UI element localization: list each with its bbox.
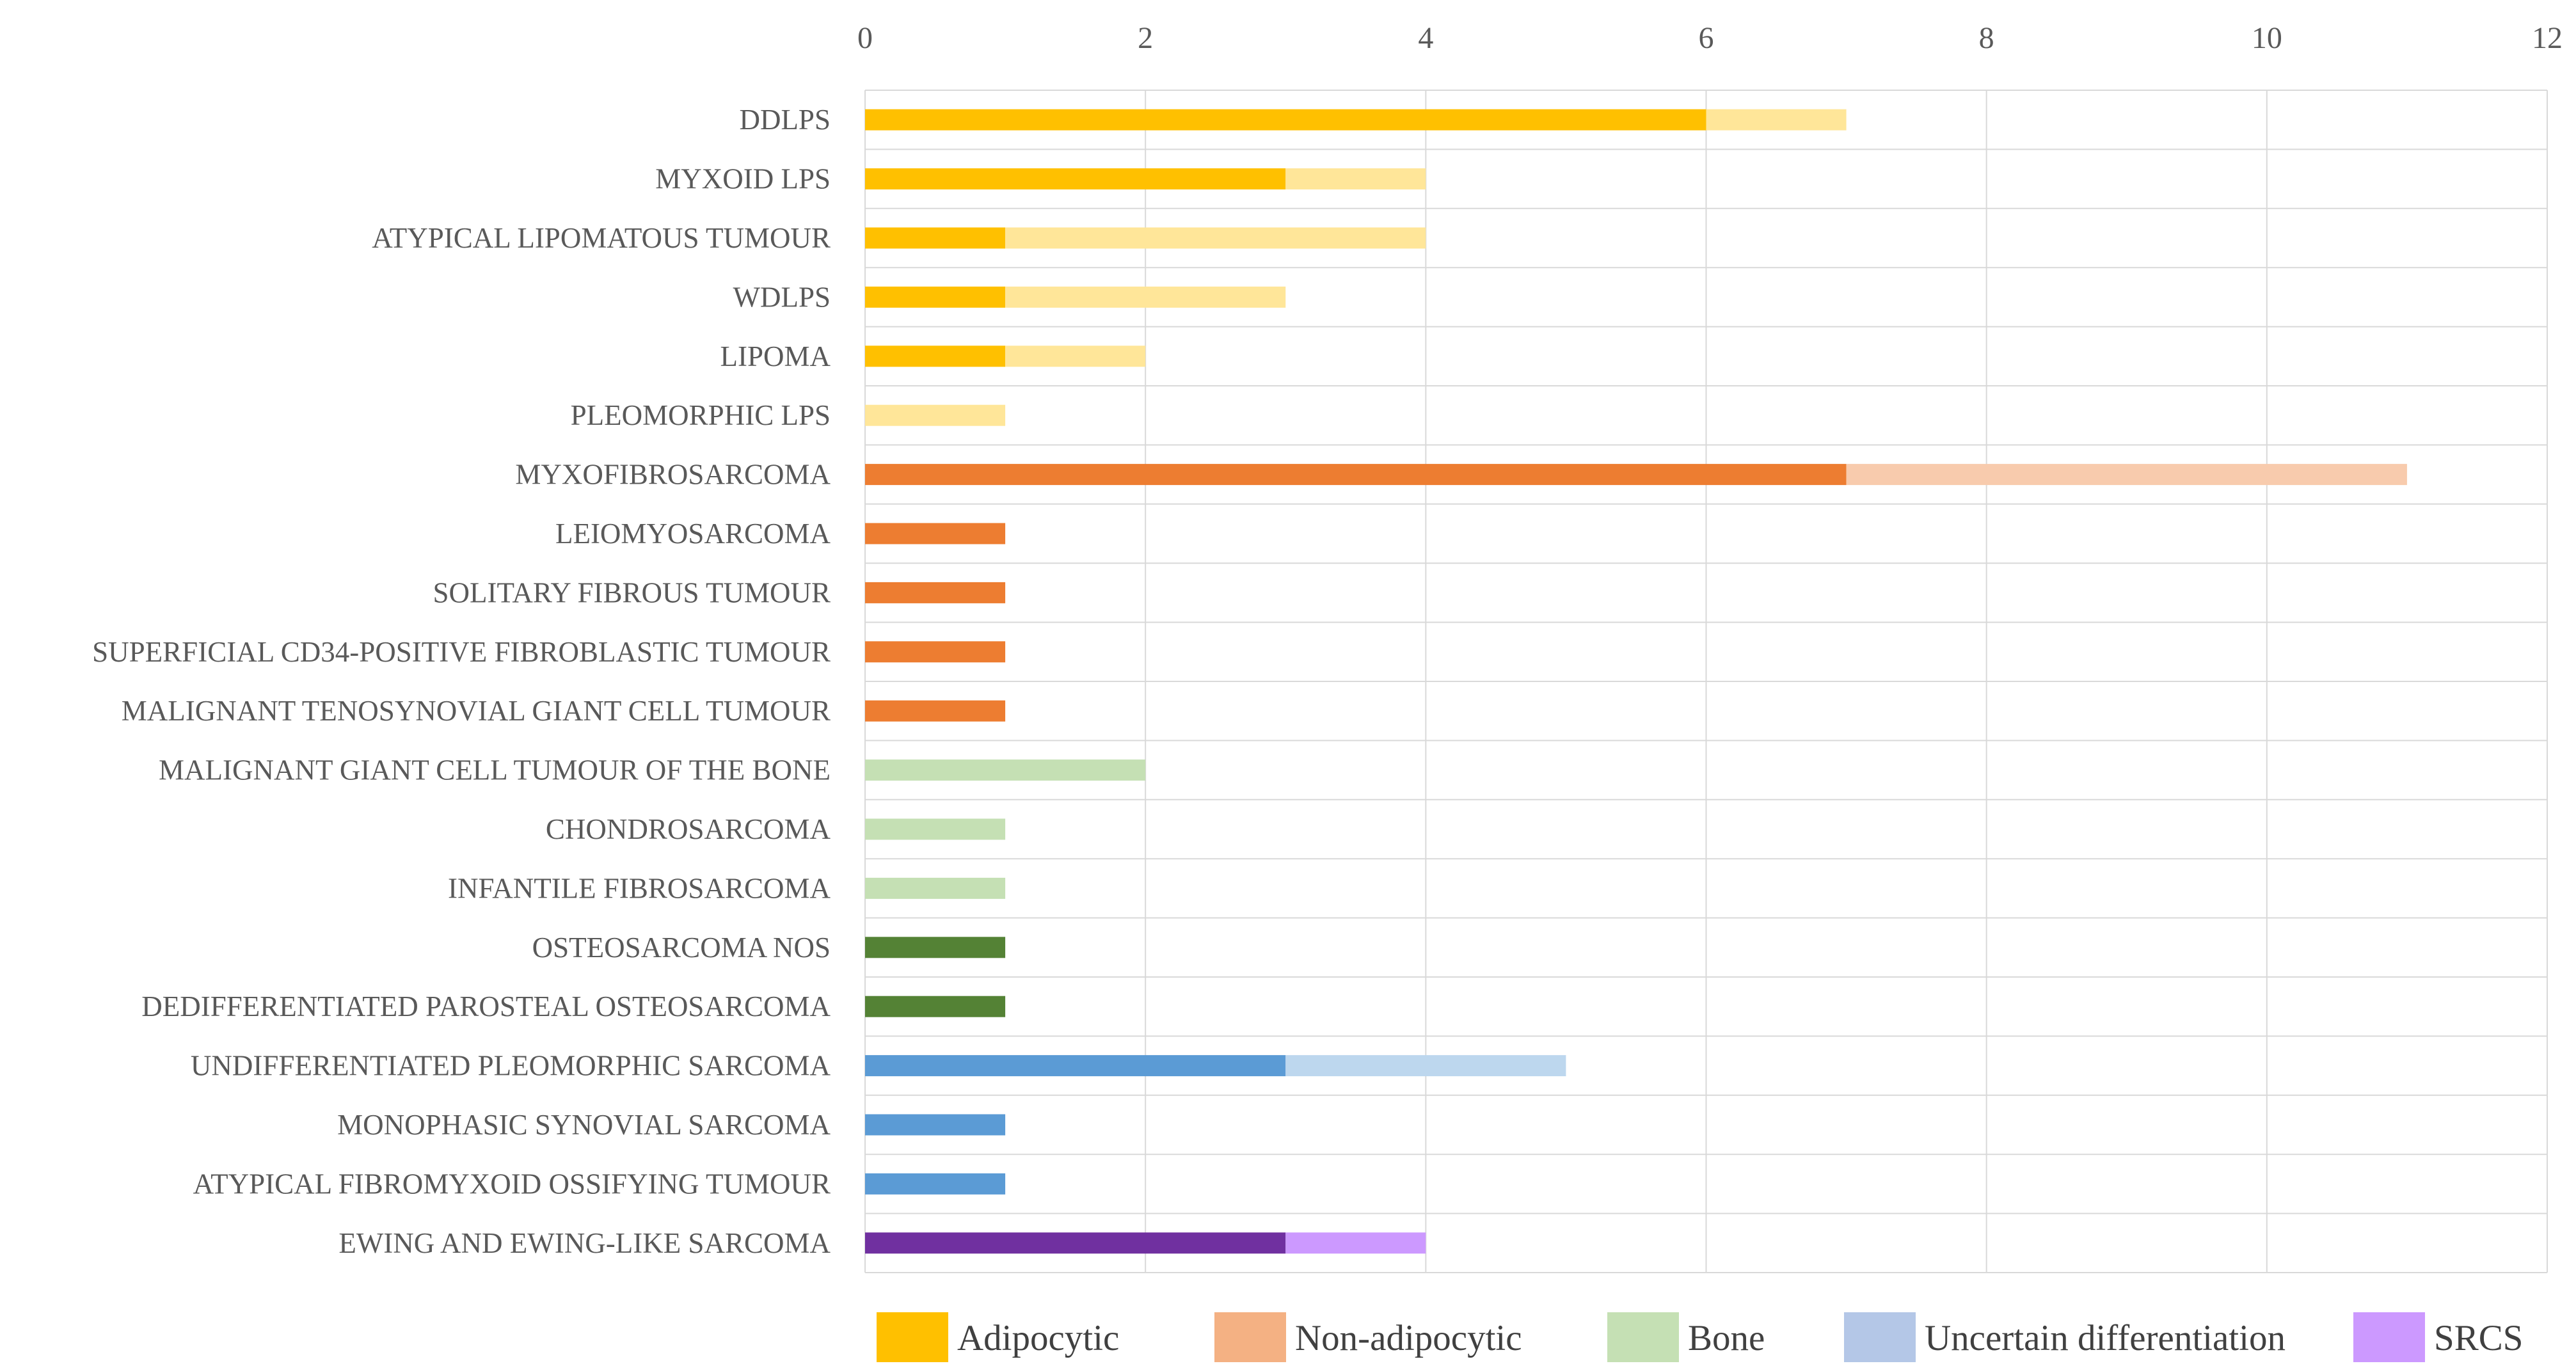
legend-label: Uncertain differentiation	[1925, 1318, 2286, 1358]
category-label: MYXOFIBROSARCOMA	[515, 459, 831, 491]
bar-segment	[1005, 286, 1286, 308]
category-label: INFANTILE FIBROSARCOMA	[448, 872, 831, 904]
bar-segment	[865, 464, 1847, 486]
bar-segment	[1285, 1055, 1566, 1077]
bar-segment	[865, 818, 1006, 840]
bar-segment	[1005, 345, 1146, 367]
legend: Adipocytic Non-adipocytic Bone Uncertain di…	[877, 1312, 2523, 1362]
category-label: MONOPHASIC SYNOVIAL SARCOMA	[337, 1109, 831, 1141]
x-tick-label: 10	[2252, 21, 2282, 55]
category-label: DDLPS	[739, 104, 831, 136]
legend-swatch	[1607, 1312, 1679, 1362]
bar-segment	[865, 1114, 1006, 1136]
bar-segment	[865, 109, 1706, 131]
bar-segment	[1285, 168, 1426, 190]
bar-segment	[865, 168, 1286, 190]
bar-segment	[865, 523, 1006, 544]
category-label: CHONDROSARCOMA	[546, 813, 831, 845]
x-tick-label: 6	[1699, 21, 1714, 55]
x-tick-label: 12	[2532, 21, 2563, 55]
legend-swatch	[2353, 1312, 2425, 1362]
category-label: MALIGNANT TENOSYNOVIAL GIANT CELL TUMOUR	[122, 695, 831, 727]
x-tick-label: 4	[1418, 21, 1433, 55]
legend-label: SRCS	[2434, 1318, 2523, 1358]
x-tick-label: 8	[1979, 21, 1994, 55]
bar-segment	[865, 1232, 1286, 1254]
legend-swatch	[1844, 1312, 1916, 1362]
bar-segment	[1005, 227, 1426, 249]
x-tick-label: 2	[1138, 21, 1153, 55]
bar-segment	[1285, 1232, 1426, 1254]
bar-segment	[865, 404, 1006, 426]
category-label: EWING AND EWING-LIKE SARCOMA	[338, 1227, 831, 1259]
bar-segment	[865, 1173, 1006, 1195]
bar-segment	[865, 700, 1006, 722]
bar-segment	[1706, 109, 1847, 131]
category-label: SOLITARY FIBROUS TUMOUR	[433, 576, 831, 608]
category-label: DEDIFFERENTIATED PAROSTEAL OSTEOSARCOMA	[141, 990, 831, 1022]
x-tick-label: 0	[857, 21, 873, 55]
x-axis-ticks: 0 2 4 6 8 10 12	[857, 21, 2563, 55]
category-label: ATYPICAL FIBROMYXOID OSSIFYING TUMOUR	[193, 1168, 831, 1200]
category-label: LIPOMA	[720, 340, 831, 372]
bar-segment	[865, 345, 1006, 367]
category-label: WDLPS	[733, 281, 831, 313]
category-label: MYXOID LPS	[655, 163, 831, 195]
category-label: ATYPICAL LIPOMATOUS TUMOUR	[372, 222, 831, 254]
bar-segment	[865, 759, 1146, 781]
category-label: LEIOMYOSARCOMA	[555, 518, 831, 550]
bars-layer	[865, 109, 2407, 1254]
legend-label: Adipocytic	[957, 1318, 1119, 1358]
bar-segment	[865, 996, 1006, 1017]
bar-segment	[865, 582, 1006, 603]
bar-segment	[865, 227, 1006, 249]
category-label: SUPERFICIAL CD34-POSITIVE FIBROBLASTIC T…	[92, 636, 831, 668]
bar-segment	[865, 286, 1006, 308]
category-label: OSTEOSARCOMA NOS	[532, 932, 831, 964]
category-labels: DDLPS MYXOID LPS ATYPICAL LIPOMATOUS TUMOU…	[92, 104, 831, 1259]
legend-swatch	[1214, 1312, 1286, 1362]
bar-segment	[1846, 464, 2407, 486]
legend-label: Bone	[1688, 1318, 1765, 1358]
grid-layer	[864, 90, 2548, 1273]
category-label: PLEOMORPHIC LPS	[571, 399, 831, 431]
bar-segment	[865, 641, 1006, 663]
legend-label: Non-adipocytic	[1295, 1318, 1522, 1358]
legend-swatch	[877, 1312, 948, 1362]
bar-segment	[865, 877, 1006, 899]
bar-segment	[865, 937, 1006, 958]
category-label: UNDIFFERENTIATED PLEOMORPHIC SARCOMA	[191, 1050, 831, 1082]
bar-segment	[865, 1055, 1286, 1077]
category-label: MALIGNANT GIANT CELL TUMOUR OF THE BONE	[159, 754, 831, 786]
